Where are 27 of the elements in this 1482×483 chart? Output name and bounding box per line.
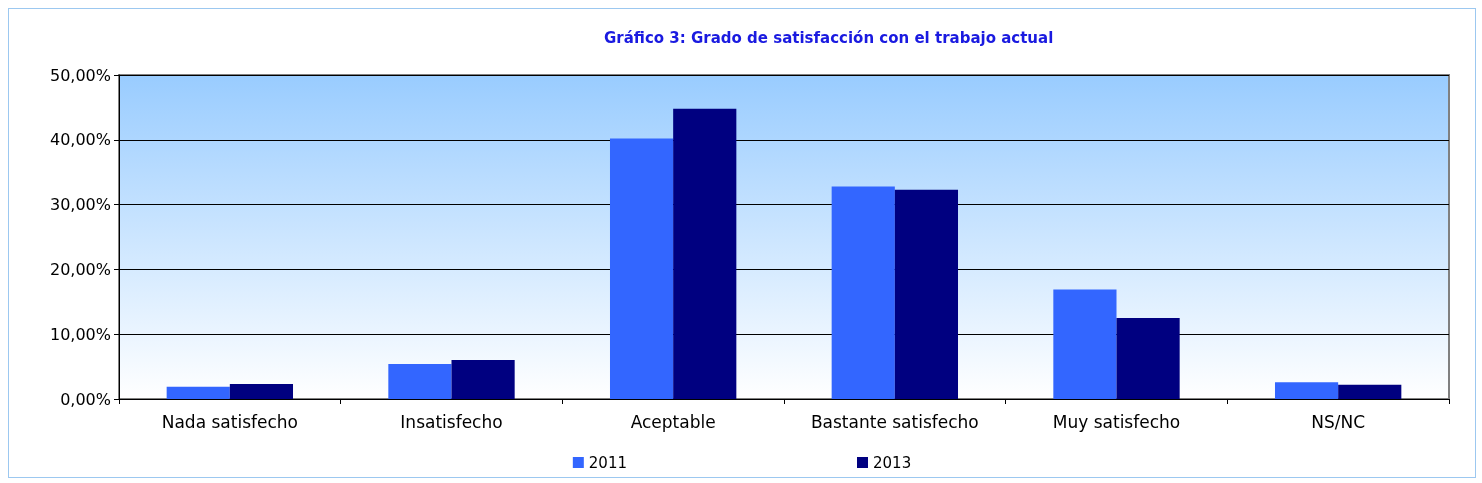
- bar: [1053, 289, 1117, 399]
- legend-label: 2011: [588, 453, 628, 472]
- chart-title: Gráfico 3: Grado de satisfacción con el trabajo actual: [604, 28, 1054, 47]
- x-tick-label: Aceptable: [630, 411, 716, 432]
- x-tick-label: Muy satisfecho: [1052, 411, 1181, 432]
- bar: [388, 364, 452, 399]
- bar: [166, 386, 230, 399]
- legend-label: 2013: [873, 453, 912, 472]
- bar: [1338, 384, 1402, 399]
- bar: [894, 189, 959, 399]
- x-tick-label: Nada satisfecho: [161, 411, 298, 432]
- bar: [609, 138, 674, 399]
- y-tick-label: 50,00%: [49, 65, 111, 85]
- y-tick-label: 20,00%: [49, 259, 111, 279]
- y-tick-label: 30,00%: [49, 195, 111, 215]
- bar: [229, 384, 294, 399]
- bar: [1274, 382, 1339, 399]
- y-tick-label: 10,00%: [49, 324, 111, 344]
- bar: [451, 360, 515, 399]
- y-tick-label: 0,00%: [60, 389, 111, 409]
- bar: [673, 108, 737, 399]
- x-tick-label: Bastante satisfecho: [810, 411, 979, 432]
- x-tick-label: Insatisfecho: [400, 411, 503, 432]
- bar: [1116, 318, 1180, 399]
- bar: [831, 186, 895, 399]
- x-tick-label: NS/NC: [1311, 411, 1366, 432]
- y-tick-label: 40,00%: [49, 130, 111, 150]
